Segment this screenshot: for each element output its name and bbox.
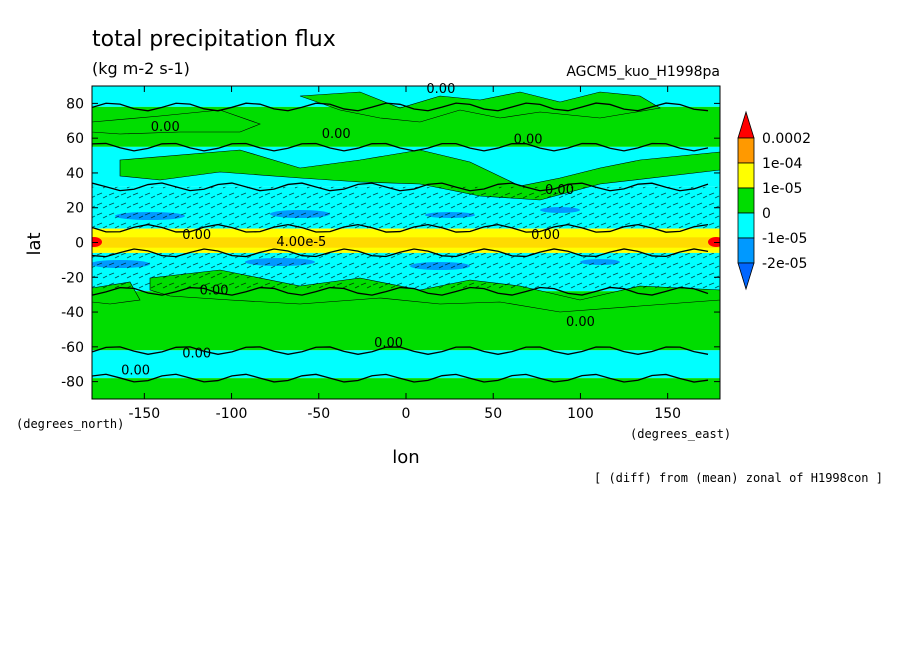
y-tick-label: 60 <box>66 131 84 147</box>
equatorial-band <box>92 237 720 248</box>
contour-line <box>92 223 709 233</box>
plot-area <box>92 86 720 399</box>
field-patch <box>92 109 261 135</box>
x-axis: -150 -100 -50 0 50 100 150 <box>128 86 681 422</box>
contour-label: 4.00e-5 <box>276 235 326 250</box>
colorbar-min-triangle <box>737 262 755 291</box>
model-label: AGCM5_kuo_H1998pa <box>566 64 720 80</box>
x-axis-label: lon <box>392 447 419 468</box>
contour-label: 0.00 <box>545 183 574 198</box>
contour-label: 0.00 <box>182 228 211 243</box>
field-band <box>92 350 720 379</box>
colorbar-level-label: 0 <box>762 206 771 222</box>
contour-line <box>92 373 709 383</box>
contour-label: 0.00 <box>182 346 211 361</box>
field-band <box>92 228 720 253</box>
contour-label: 0.00 <box>531 228 560 243</box>
contour-line <box>92 248 709 258</box>
colorbar-swatch <box>737 212 755 239</box>
y-tick-label: 40 <box>66 166 84 182</box>
contour-label: 0.00 <box>322 127 351 142</box>
colorbar-swatch <box>737 187 755 214</box>
contour-line <box>92 182 709 192</box>
footer-note: [ (diff) from (mean) zonal of H1998con ] <box>594 471 883 485</box>
y-tick-label: -20 <box>61 270 84 286</box>
y-axis: 80 60 40 20 0 -20 -40 -60 -80 <box>61 96 720 391</box>
y-tick-label: -40 <box>61 305 84 321</box>
x-tick-label: 50 <box>484 406 502 422</box>
x-tick-label: -50 <box>307 406 330 422</box>
x-tick-label: -150 <box>128 406 160 422</box>
colorbar-level-label: 0.0002 <box>762 131 811 147</box>
chart-units: (kg m-2 s-1) <box>92 59 190 78</box>
x-tick-label: 150 <box>654 406 681 422</box>
contour-label: 0.00 <box>514 132 543 147</box>
x-tick-label: -100 <box>216 406 248 422</box>
field-patch <box>299 91 661 123</box>
colorbar-level-label: -1e-05 <box>762 231 807 247</box>
field-band <box>92 378 720 399</box>
colorbar-level-label: -2e-05 <box>762 256 807 272</box>
y-tick-label: 0 <box>75 236 84 252</box>
colorbar-level-label: 1e-04 <box>762 156 802 172</box>
contour-hatching <box>92 186 720 229</box>
x-tick-label: 0 <box>402 406 411 422</box>
y-tick-label: 80 <box>66 96 84 112</box>
colorbar-swatch <box>737 137 755 164</box>
colorbar-legend: 0.0002 1e-04 1e-05 0 -1e-05 -2e-05 <box>737 110 811 291</box>
y-axis-label: lat <box>24 232 45 255</box>
contour-labels: 0.00 0.00 0.00 0.00 0.00 0.00 4.00e-5 0.00 0.00 0… <box>121 82 595 379</box>
contour-hatching <box>92 252 720 292</box>
y-tick-label: 20 <box>66 201 84 217</box>
contour-line <box>92 102 709 112</box>
colorbar-level-label: 1e-05 <box>762 181 802 197</box>
y-tick-label: -80 <box>61 375 84 391</box>
contour-label: 0.00 <box>426 82 455 97</box>
chart-title: total precipitation flux <box>92 27 336 52</box>
contour-label: 0.00 <box>200 284 229 299</box>
contour-label: 0.00 <box>121 364 150 379</box>
contour-label: 0.00 <box>566 315 595 330</box>
contour-line <box>92 142 709 152</box>
contour-line <box>92 286 709 296</box>
colorbar-swatch <box>737 237 755 264</box>
y-tick-label: -60 <box>61 340 84 356</box>
contour-line <box>92 346 709 355</box>
colorbar-swatch <box>737 162 755 189</box>
x-tick-label: 100 <box>567 406 594 422</box>
x-unit-label: (degrees_east) <box>630 427 731 441</box>
contour-label: 0.00 <box>374 336 403 351</box>
colorbar-max-triangle <box>737 110 755 139</box>
y-unit-label: (degrees_north) <box>16 417 124 431</box>
contour-label: 0.00 <box>151 120 180 135</box>
